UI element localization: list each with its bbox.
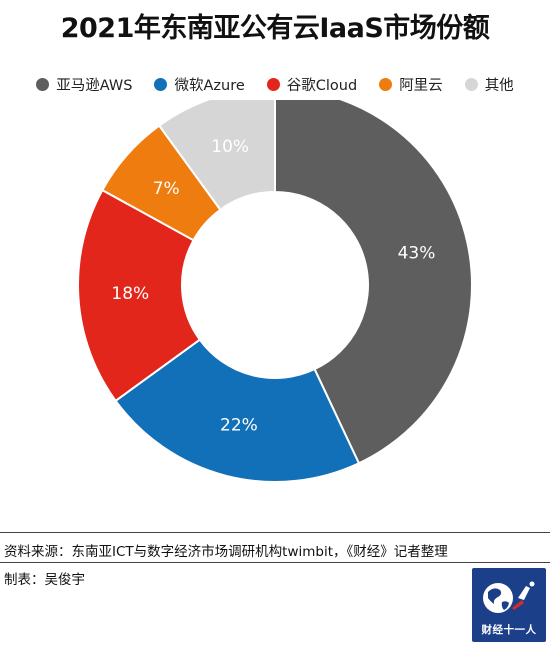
logo-text: 财经十一人 [481,624,537,636]
legend-swatch [379,77,393,91]
legend-item: 谷歌Cloud [266,74,358,95]
legend-label: 亚马逊AWS [56,77,133,94]
donut-slice [274,100,473,465]
slice-value-label: 22% [220,415,258,435]
slice-value-label: 10% [211,137,249,157]
donut-slice [77,188,202,403]
legend-swatch [36,77,50,91]
donut-slice [157,100,276,212]
legend-swatch [266,77,280,91]
legend-label: 谷歌Cloud [286,77,358,94]
donut-slice [114,338,361,483]
legend-swatch [154,77,168,91]
slice-value-label: 7% [153,179,180,199]
legend-item: 阿里云 [379,74,443,95]
source-note: 资料来源：东南亚ICT与数字经济市场调研机构twimbit，《财经》记者整理 [4,544,448,560]
legend-item: 其他 [464,74,514,95]
legend-label: 阿里云 [399,77,443,94]
brand-logo: 财经十一人 [472,568,546,642]
maker-note: 制表：吴俊宇 [4,572,85,588]
legend-label: 微软Azure [174,77,245,94]
slice-value-label: 43% [398,243,436,263]
legend-item: 微软Azure [154,74,245,95]
legend-swatch [464,77,478,91]
chart-title: 2021年东南亚公有云IaaS市场份额 [60,13,490,44]
slice-value-label: 18% [111,284,149,304]
globe-icon [483,581,535,613]
footer-divider-top [0,532,550,533]
chart-legend: 亚马逊AWS 微软Azure 谷歌Cloud 阿里云 其他 [0,72,550,96]
donut-chart: 43% 22% 18% 7% 10% [77,100,473,483]
footer-divider-bottom [0,562,550,563]
legend-item: 亚马逊AWS [36,74,132,95]
legend-label: 其他 [484,77,514,94]
